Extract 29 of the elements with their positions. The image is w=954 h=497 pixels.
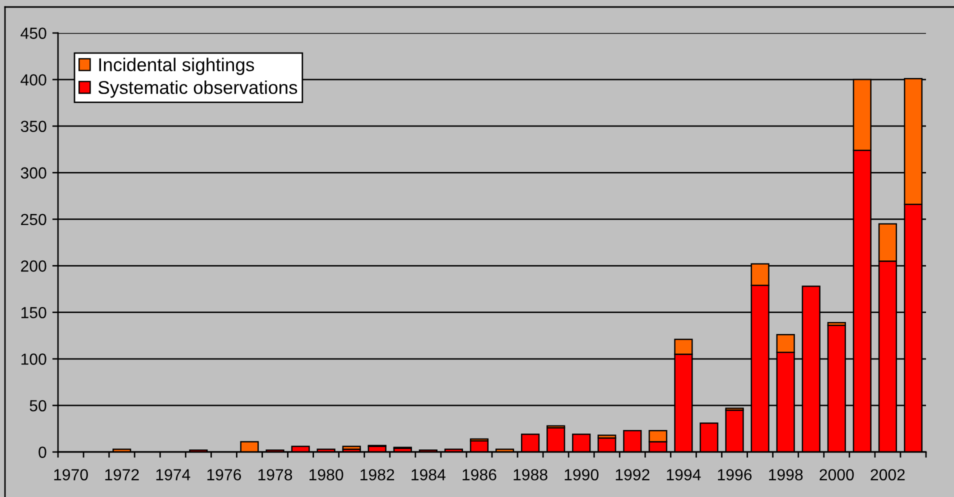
y-tick-label: 50 xyxy=(30,400,46,412)
x-tick-label: 2000 xyxy=(820,469,854,480)
y-tick-label: 200 xyxy=(21,260,46,272)
x-tick-label: 1994 xyxy=(666,469,701,480)
x-tick-label: 1990 xyxy=(564,469,598,480)
x-tick-label: 1986 xyxy=(462,469,496,480)
y-tick-label: 450 xyxy=(20,28,46,39)
x-tick-label: 1978 xyxy=(258,469,292,480)
x-tick-label: 2002 xyxy=(870,469,905,480)
x-tick-label: 1980 xyxy=(310,469,344,480)
y-tick-label: 350 xyxy=(20,120,46,132)
x-tick-label: 1976 xyxy=(207,469,242,480)
x-tick-label: 1998 xyxy=(769,469,803,480)
x-tick-label: 1992 xyxy=(616,469,650,480)
y-tick-label: 400 xyxy=(20,74,46,86)
x-tick-label: 1972 xyxy=(105,469,139,480)
legend-label: Incidental sightings xyxy=(99,58,254,75)
y-tick-label: 0 xyxy=(38,446,46,458)
y-tick-label: 250 xyxy=(21,214,46,226)
x-tick-label: 1974 xyxy=(156,469,190,480)
legend-label: Systematic observations xyxy=(98,80,298,98)
x-tick-label: 1982 xyxy=(360,469,394,480)
x-tick-label: 1988 xyxy=(514,469,548,480)
y-tick-label: 150 xyxy=(21,306,46,318)
x-tick-label: 1984 xyxy=(412,469,446,480)
y-tick-label: 100 xyxy=(21,354,46,365)
y-tick-label: 300 xyxy=(20,167,46,179)
x-tick-label: 1970 xyxy=(54,469,88,480)
x-tick-label: 1996 xyxy=(718,469,752,480)
